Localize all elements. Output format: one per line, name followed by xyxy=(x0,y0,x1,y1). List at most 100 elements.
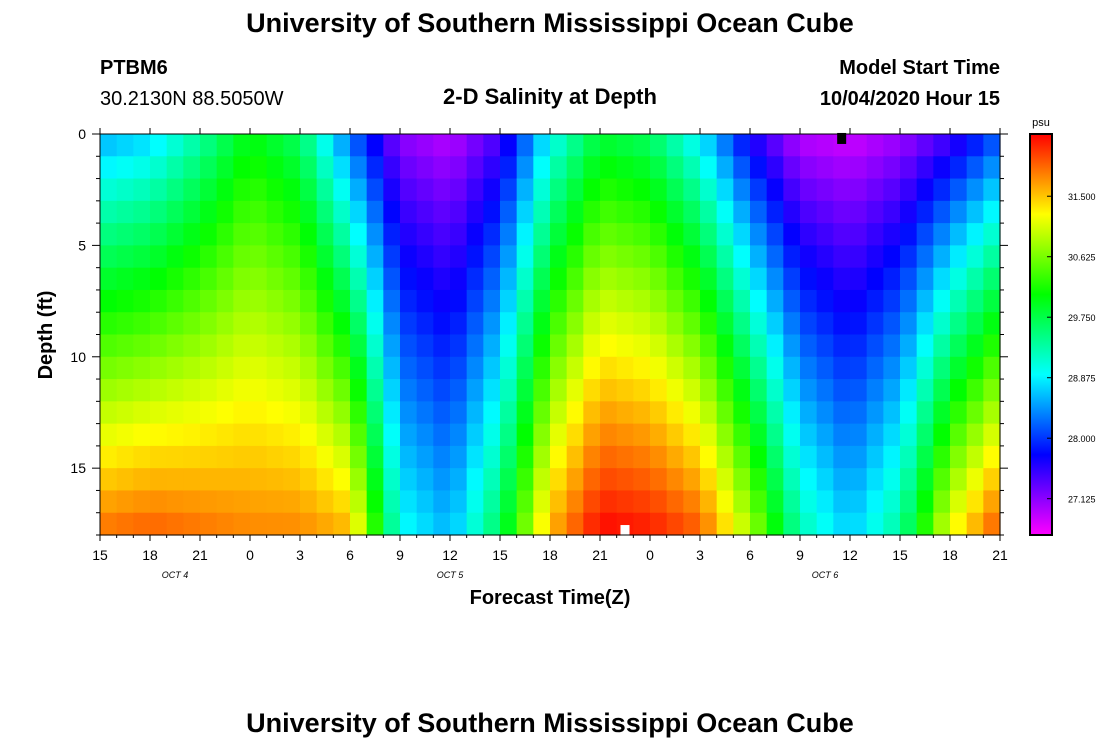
heatmap-cell xyxy=(333,178,351,202)
heatmap-cell xyxy=(283,156,301,180)
heatmap-cell xyxy=(833,356,851,380)
heatmap-cell xyxy=(533,356,551,380)
heatmap-cell xyxy=(216,223,234,246)
x-tick-label: 18 xyxy=(142,547,158,563)
heatmap-cell xyxy=(200,401,218,425)
heatmap-cell xyxy=(866,423,884,447)
heatmap-cell xyxy=(100,289,118,313)
heatmap-cell xyxy=(633,468,651,492)
heatmap-cell xyxy=(733,200,751,224)
heatmap-cell xyxy=(183,134,201,157)
colorbar xyxy=(1029,133,1053,536)
heatmap-cell xyxy=(100,156,118,180)
heatmap-cell xyxy=(850,334,868,358)
heatmap-cell xyxy=(150,334,168,358)
heatmap-cell xyxy=(633,490,651,514)
heatmap-cell xyxy=(383,334,401,358)
heatmap-cell xyxy=(333,334,351,358)
heatmap-cell xyxy=(633,334,651,358)
heatmap-cell xyxy=(866,134,884,157)
heatmap-cell xyxy=(866,468,884,492)
heatmap-cell xyxy=(400,356,418,380)
heatmap-cell xyxy=(250,468,268,492)
heatmap-cell xyxy=(650,134,668,157)
heatmap-cell xyxy=(850,468,868,492)
heatmap-cell xyxy=(533,490,551,514)
heatmap-cell xyxy=(716,423,734,447)
heatmap-cell xyxy=(183,468,201,492)
heatmap-cell xyxy=(166,156,184,180)
heatmap-cell xyxy=(183,379,201,402)
heatmap-cell xyxy=(750,490,768,514)
heatmap-cell xyxy=(866,312,884,336)
heatmap-cell xyxy=(183,289,201,313)
heatmap-cell xyxy=(433,334,451,358)
heatmap-cell xyxy=(250,445,268,469)
heatmap-cell xyxy=(616,134,634,157)
heatmap-cell xyxy=(766,156,784,180)
heatmap-cell xyxy=(200,312,218,336)
heatmap-cell xyxy=(583,134,601,157)
heatmap-cell xyxy=(383,200,401,224)
heatmap-cell xyxy=(600,445,618,469)
heatmap-cell xyxy=(766,134,784,157)
heatmap-cell xyxy=(333,445,351,469)
heatmap-cell xyxy=(166,312,184,336)
heatmap-cell xyxy=(450,356,468,380)
heatmap-cell xyxy=(283,312,301,336)
heatmap-cell xyxy=(700,334,718,358)
heatmap-cell xyxy=(700,223,718,246)
heatmap-cell xyxy=(533,401,551,425)
heatmap-cell xyxy=(116,178,134,202)
heatmap-cell xyxy=(633,223,651,246)
heatmap-cell xyxy=(566,178,584,202)
heatmap-cell xyxy=(900,156,918,180)
heatmap-cell xyxy=(683,178,701,202)
heatmap-cell xyxy=(916,200,934,224)
heatmap-cell xyxy=(550,356,568,380)
heatmap-cell xyxy=(100,223,118,246)
heatmap-cell xyxy=(966,423,984,447)
heatmap-cell xyxy=(850,312,868,336)
heatmap-cell xyxy=(483,156,501,180)
heatmap-cell xyxy=(150,423,168,447)
heatmap-cell xyxy=(433,134,451,157)
heatmap-cell xyxy=(500,267,518,291)
heatmap-cell xyxy=(750,401,768,425)
heatmap-cell xyxy=(350,401,368,425)
heatmap-cell xyxy=(350,312,368,336)
heatmap-cell xyxy=(616,334,634,358)
heatmap-cell xyxy=(300,401,318,425)
colorbar-tick-label: 27.125 xyxy=(1068,495,1096,505)
heatmap-cell xyxy=(800,356,818,380)
heatmap-cell xyxy=(133,490,151,514)
heatmap-cell xyxy=(683,445,701,469)
heatmap-cell xyxy=(466,423,484,447)
heatmap-cell xyxy=(516,423,534,447)
heatmap-cell xyxy=(333,512,351,536)
heatmap-cell xyxy=(533,468,551,492)
heatmap-cell xyxy=(600,423,618,447)
heatmap-cell xyxy=(200,512,218,536)
heatmap-cell xyxy=(450,200,468,224)
heatmap-cell xyxy=(566,312,584,336)
x-tick-label: 12 xyxy=(442,547,458,563)
heatmap-cell xyxy=(866,289,884,313)
heatmap-cell xyxy=(283,379,301,402)
heatmap-cell xyxy=(200,178,218,202)
heatmap-cell xyxy=(400,267,418,291)
heatmap-cell xyxy=(316,401,334,425)
heatmap-cell xyxy=(300,490,318,514)
heatmap-cell xyxy=(966,356,984,380)
heatmap-cell xyxy=(983,134,1001,157)
heatmap-cell xyxy=(116,245,134,269)
heatmap-cell xyxy=(333,267,351,291)
heatmap-cell xyxy=(433,490,451,514)
colorbar-tick-label: 29.750 xyxy=(1068,313,1096,323)
x-tick-label: 0 xyxy=(246,547,254,563)
heatmap-cell xyxy=(466,178,484,202)
heatmap-cell xyxy=(483,468,501,492)
heatmap-cell xyxy=(966,267,984,291)
heatmap-cell xyxy=(750,334,768,358)
heatmap-cell xyxy=(416,490,434,514)
